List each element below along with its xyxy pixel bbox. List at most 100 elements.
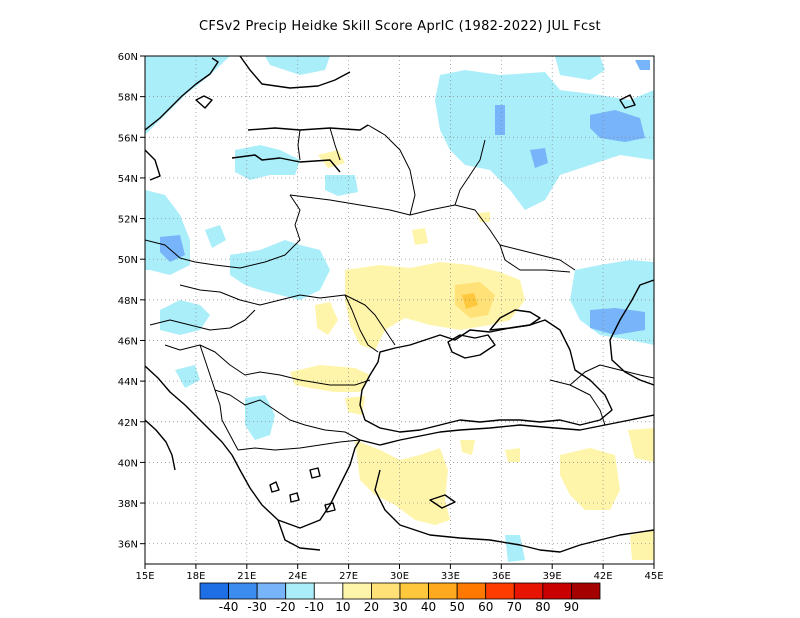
negative-skill-region (555, 56, 605, 80)
colorbar-swatch (285, 582, 315, 600)
border (214, 389, 239, 451)
coastline (374, 469, 654, 553)
coastline (145, 365, 233, 456)
x-axis: 15E 18E 21E 24E 27E 30E 33E 36E 39E 42E 45E (135, 564, 664, 582)
positive-skill-region (412, 228, 428, 245)
border (344, 294, 379, 353)
positive-skill-region (315, 302, 338, 335)
coastline (609, 279, 654, 386)
border (237, 439, 361, 451)
border (569, 364, 654, 386)
coastline (277, 519, 321, 551)
y-tick-label: 46N (118, 336, 138, 347)
positive-skill-region (460, 440, 475, 455)
colorbar-swatch (428, 582, 458, 600)
colorbar-label: -40 (219, 600, 239, 614)
colorbar-label: -10 (304, 600, 324, 614)
coastline (489, 309, 541, 331)
positive-skill-region (630, 530, 654, 560)
colorbar-label: 60 (478, 600, 493, 614)
colorbar-labels: -40 -30 -20 -10 10 20 30 40 50 60 70 80 90 (219, 600, 579, 614)
coastline (359, 319, 613, 433)
negative-skill-region (160, 300, 210, 335)
coastline (231, 154, 341, 173)
negative-skill-core (530, 148, 548, 168)
coastline (231, 439, 361, 529)
positive-skill-region (505, 448, 520, 462)
y-tick-label: 50N (118, 255, 138, 266)
positive-skill-peak (462, 293, 478, 309)
colorbar-label: 30 (392, 600, 407, 614)
y-tick-label: 54N (118, 174, 138, 185)
shaded-field (145, 56, 654, 562)
y-tick-label: 44N (118, 377, 138, 388)
colorbar-label: 50 (450, 600, 465, 614)
x-tick-label: 33E (441, 571, 460, 582)
island (309, 467, 321, 479)
x-tick-label: 15E (135, 571, 154, 582)
border (297, 129, 301, 161)
x-tick-label: 18E (186, 571, 205, 582)
positive-skill-region (560, 448, 620, 510)
positive-skill-region (628, 428, 654, 462)
coastline (239, 56, 351, 89)
coastline (145, 57, 219, 131)
island (269, 481, 280, 493)
colorbar-swatch (542, 582, 572, 600)
border (499, 244, 571, 273)
negative-skill-region (235, 145, 300, 180)
negative-skill-region (505, 535, 525, 562)
negative-skill-region (435, 70, 654, 210)
y-tick-label: 42N (118, 418, 138, 429)
colorbar-label: 40 (421, 600, 436, 614)
negative-skill-region (325, 175, 358, 196)
colorbar-swatch (456, 582, 487, 600)
x-tick-label: 36E (492, 571, 511, 582)
border (367, 124, 416, 216)
positive-skill-region (355, 440, 450, 525)
border (179, 284, 396, 346)
positive-skill-region (290, 365, 370, 392)
border (454, 139, 486, 206)
negative-skill-region (145, 190, 190, 275)
border (329, 127, 341, 161)
colorbar-swatch (199, 582, 229, 600)
colorbar (199, 582, 601, 600)
colorbar-label: 80 (535, 600, 550, 614)
x-tick-label: 42E (594, 571, 613, 582)
colorbar-swatch (399, 582, 429, 600)
negative-skill-region (245, 395, 275, 440)
colorbar-swatch (571, 582, 601, 600)
colorbar-swatch (513, 582, 544, 600)
y-tick-label: 36N (118, 540, 138, 551)
coastline (195, 95, 213, 109)
positive-skill-region (477, 212, 490, 222)
y-tick-label: 56N (118, 133, 138, 144)
island (619, 94, 636, 109)
colorbar-swatch (485, 582, 515, 600)
negative-skill-region (205, 225, 226, 248)
colorbar-swatch (256, 582, 287, 600)
x-tick-label: 30E (390, 571, 409, 582)
coastline (145, 149, 161, 181)
y-tick-label: 38N (118, 499, 138, 510)
negative-skill-core (590, 308, 645, 335)
coastline (447, 334, 496, 359)
negative-skill-core (635, 60, 650, 70)
colorbar-swatch (342, 582, 372, 600)
map-title: CFSv2 Precip Heidke Skill Score AprIC (1… (199, 19, 601, 34)
border (289, 194, 576, 271)
y-tick-label: 60N (118, 52, 138, 63)
negative-skill-core (495, 105, 505, 135)
country-borders (145, 124, 654, 451)
coastline (247, 124, 369, 131)
negative-skill-region (175, 365, 200, 388)
y-axis: 36N 38N 40N 42N 44N 46N 48N 50N 52N 54N 56N 58N 60N (118, 52, 145, 551)
colorbar-swatch (371, 582, 401, 600)
gridlines (145, 56, 654, 564)
y-tick-label: 58N (118, 93, 138, 104)
x-tick-label: 39E (543, 571, 562, 582)
y-tick-label: 40N (118, 458, 138, 469)
border (164, 344, 371, 386)
